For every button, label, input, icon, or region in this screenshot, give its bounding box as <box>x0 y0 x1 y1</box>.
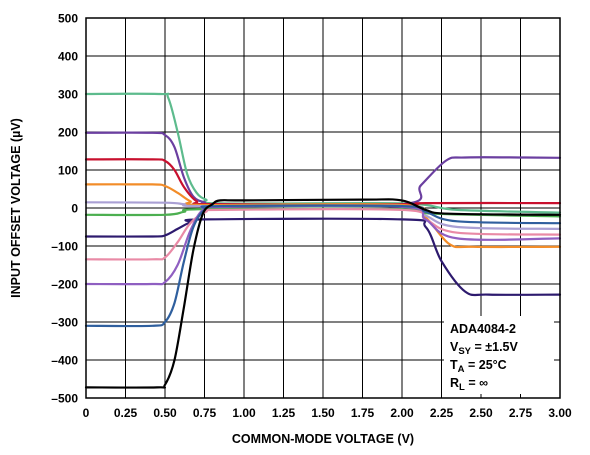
x-tick-label: 1.25 <box>272 406 296 420</box>
x-tick-label: 0.25 <box>114 406 138 420</box>
y-tick-label: 500 <box>58 12 78 26</box>
annotation-supply-value: = ±1.5V <box>471 340 518 354</box>
y-tick-label: –500 <box>51 392 78 406</box>
annotation-load-value: = ∞ <box>465 376 488 390</box>
annotation-load: RL = ∞ <box>450 376 488 393</box>
y-tick-label: 200 <box>58 126 78 140</box>
x-tick-label: 2.00 <box>390 406 414 420</box>
x-tick-label: 0 <box>83 406 90 420</box>
grid-lines <box>86 18 560 398</box>
x-tick-label: 2.50 <box>469 406 493 420</box>
x-tick-label: 1.75 <box>351 406 375 420</box>
y-tick-labels: 500 400 300 200 100 0 –100 –200 –300 –400 –500 <box>51 12 78 406</box>
series-line <box>84 198 562 389</box>
series-line <box>84 92 562 214</box>
x-tick-label: 0.75 <box>193 406 217 420</box>
x-axis-title: COMMON-MODE VOLTAGE (V) <box>232 432 414 446</box>
annotation-background <box>444 316 554 394</box>
conditions-annotation: ADA4084-2 VSY = ±1.5V TA = 25°C RL = ∞ <box>444 316 554 394</box>
series-line <box>84 158 562 206</box>
annotation-supply: VSY = ±1.5V <box>450 340 519 357</box>
series-lines <box>84 92 562 389</box>
x-tick-label: 2.75 <box>509 406 533 420</box>
annotation-temperature-symbol: T <box>450 358 458 372</box>
x-tick-label: 2.25 <box>430 406 454 420</box>
x-tick-label: 3.00 <box>548 406 572 420</box>
y-tick-label: –100 <box>51 240 78 254</box>
annotation-temperature: TA = 25°C <box>450 358 507 375</box>
annotation-device: ADA4084-2 <box>450 322 516 336</box>
y-tick-label: 400 <box>58 50 78 64</box>
y-tick-label: –400 <box>51 354 78 368</box>
x-tick-label: 1.00 <box>232 406 256 420</box>
x-tick-label: 0.50 <box>153 406 177 420</box>
y-tick-label: 300 <box>58 88 78 102</box>
y-axis-title: INPUT OFFSET VOLTAGE (µV) <box>9 118 23 298</box>
x-tick-labels: 0 0.25 0.50 0.75 1.00 1.25 1.50 1.75 2.00 2.25 2.5… <box>83 406 572 420</box>
y-tick-label: 0 <box>71 202 78 216</box>
annotation-supply-symbol: V <box>450 340 459 354</box>
y-tick-label: –300 <box>51 316 78 330</box>
series-line <box>84 217 562 297</box>
y-tick-label: 100 <box>58 164 78 178</box>
annotation-load-subscript: L <box>459 382 465 393</box>
annotation-supply-subscript: SY <box>458 346 471 357</box>
annotation-temperature-subscript: A <box>458 364 465 375</box>
x-tick-label: 1.50 <box>311 406 335 420</box>
plot-frame <box>85 17 561 399</box>
annotation-temperature-value: = 25°C <box>465 358 507 372</box>
y-tick-label: –200 <box>51 278 78 292</box>
annotation-load-symbol: R <box>450 376 459 390</box>
